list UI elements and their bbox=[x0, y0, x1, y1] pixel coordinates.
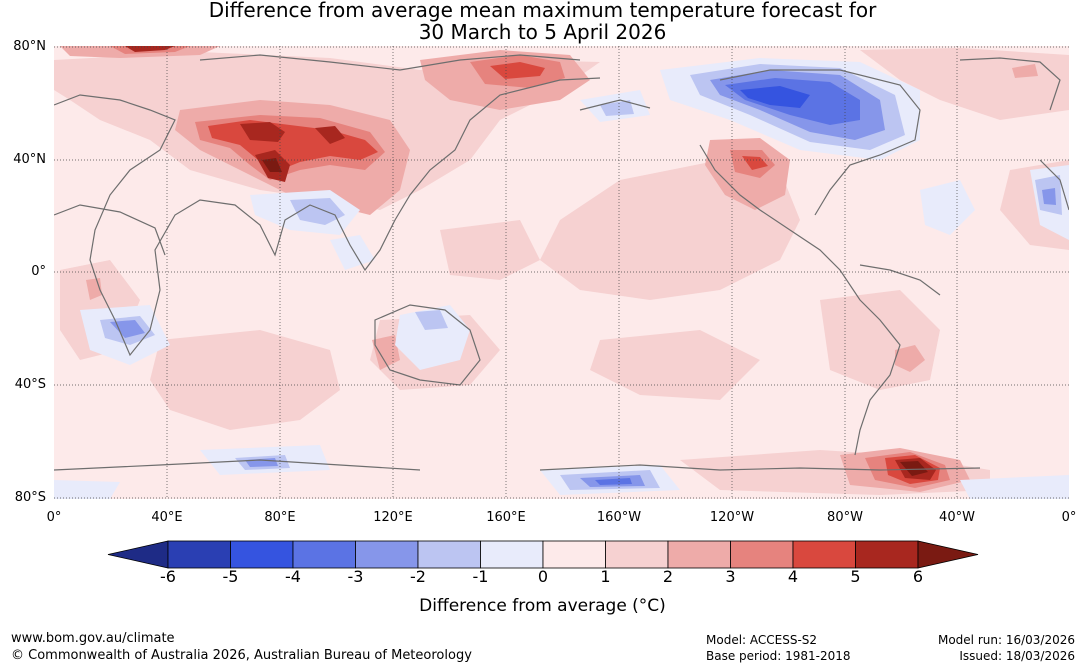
colorbar-label: Difference from average (°C) bbox=[419, 596, 666, 616]
coastlines bbox=[54, 54, 1069, 471]
map-title-line2: 30 March to 5 April 2026 bbox=[418, 20, 667, 44]
lat-label-0: 0° bbox=[31, 264, 46, 279]
lat-label-80s: 80°S bbox=[14, 490, 46, 505]
lon-label-80w: 80°W bbox=[827, 510, 863, 525]
colorbar-bin-3 bbox=[355, 540, 419, 569]
lat-label-40n: 40°N bbox=[13, 152, 46, 167]
colorbar-bin-1 bbox=[230, 540, 294, 569]
colorbar-bin-11 bbox=[855, 540, 919, 569]
lat-label-80n: 80°N bbox=[13, 39, 46, 54]
colorbar-bin-10 bbox=[792, 540, 856, 569]
lon-label-120e: 120°E bbox=[373, 510, 413, 525]
lon-label-40e: 40°E bbox=[151, 510, 183, 525]
colorbar-bin-2 bbox=[292, 540, 356, 569]
lon-label-0-right: 0° bbox=[1061, 510, 1077, 525]
colorbar-tick-6: 0 bbox=[537, 567, 549, 586]
colorbar-bin-4 bbox=[417, 540, 481, 569]
anomaly-minus5-minus4-regions bbox=[740, 86, 810, 108]
colorbar-tick-3: -3 bbox=[347, 567, 364, 586]
footer-issued: Issued: 18/03/2026 bbox=[959, 649, 1075, 663]
footer-model: Model: ACCESS-S2 bbox=[706, 633, 818, 647]
colorbar-tick-1: -5 bbox=[222, 567, 239, 586]
lon-label-80e: 80°E bbox=[264, 510, 296, 525]
lon-label-160e: 160°E bbox=[486, 510, 526, 525]
map-title-line1: Difference from average mean maximum tem… bbox=[208, 0, 877, 22]
colorbar-bin-6 bbox=[542, 540, 606, 569]
colorbar-tick-0: -6 bbox=[160, 567, 176, 586]
lon-label-0-left: 0° bbox=[46, 510, 62, 525]
footer-url: www.bom.gov.au/climate bbox=[11, 631, 175, 646]
lon-label-40w: 40°W bbox=[939, 510, 975, 525]
lat-label-40s: 40°S bbox=[14, 377, 46, 392]
colorbar-bin-7 bbox=[605, 540, 669, 569]
colorbar-tick-9: 3 bbox=[725, 567, 736, 586]
colorbar-extend-low bbox=[107, 540, 169, 569]
colorbar-tick-11: 5 bbox=[850, 567, 861, 586]
colorbar-bin-5 bbox=[480, 540, 544, 569]
colorbar-tick-5: -1 bbox=[472, 567, 489, 586]
colorbar-tick-2: -4 bbox=[285, 567, 301, 586]
colorbar-bin-9 bbox=[730, 540, 794, 569]
colorbar-extend-high bbox=[917, 540, 979, 569]
footer-copyright: © Commonwealth of Australia 2026, Austra… bbox=[11, 648, 472, 663]
colorbar-tick-12: 6 bbox=[912, 567, 924, 586]
lon-label-120w: 120°W bbox=[709, 510, 755, 525]
colorbar-tick-10: 4 bbox=[787, 567, 799, 586]
colorbar-tick-8: 2 bbox=[662, 567, 674, 586]
anomaly-field bbox=[54, 46, 1069, 499]
colorbar-tick-7: 1 bbox=[600, 567, 611, 586]
colorbar-bin-0 bbox=[167, 540, 231, 569]
colorbar-bin-8 bbox=[667, 540, 731, 569]
footer-base-period: Base period: 1981-2018 bbox=[706, 649, 851, 663]
footer-model-run: Model run: 16/03/2026 bbox=[937, 633, 1075, 647]
anomaly-above-6-regions bbox=[262, 158, 928, 476]
lon-label-160w: 160°W bbox=[596, 510, 642, 525]
colorbar-tick-4: -2 bbox=[410, 567, 426, 586]
graticule bbox=[54, 46, 1069, 499]
